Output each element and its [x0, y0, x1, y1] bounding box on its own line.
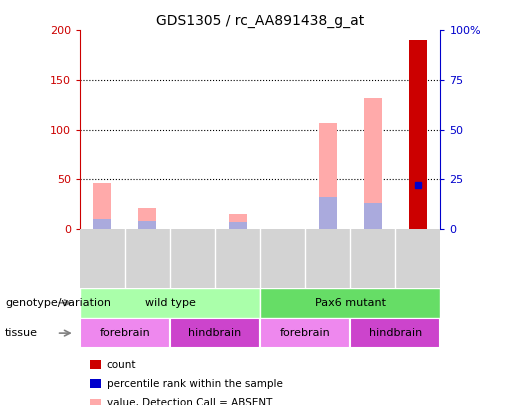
Bar [229, 214, 247, 229]
Bar [93, 219, 111, 229]
Bar [80, 318, 170, 348]
Text: wild type: wild type [145, 298, 195, 308]
Bar [364, 203, 382, 229]
Text: count: count [107, 360, 136, 369]
Bar [409, 185, 427, 229]
Text: hindbrain: hindbrain [369, 328, 422, 338]
Bar [139, 221, 157, 229]
Bar [260, 318, 350, 348]
Bar [350, 318, 440, 348]
Bar [229, 222, 247, 229]
Text: percentile rank within the sample: percentile rank within the sample [107, 379, 283, 389]
Text: tissue: tissue [5, 328, 38, 338]
Bar [260, 288, 440, 318]
Text: forebrain: forebrain [99, 328, 150, 338]
Text: hindbrain: hindbrain [188, 328, 242, 338]
Text: value, Detection Call = ABSENT: value, Detection Call = ABSENT [107, 399, 272, 405]
Bar [319, 123, 337, 229]
Bar [364, 98, 382, 229]
Bar [139, 208, 157, 229]
Text: forebrain: forebrain [280, 328, 331, 338]
Bar [319, 197, 337, 229]
Bar [93, 183, 111, 229]
Text: genotype/variation: genotype/variation [5, 298, 111, 308]
Text: Pax6 mutant: Pax6 mutant [315, 298, 386, 308]
Bar [409, 40, 427, 229]
Bar [170, 318, 260, 348]
Bar [80, 288, 260, 318]
Title: GDS1305 / rc_AA891438_g_at: GDS1305 / rc_AA891438_g_at [156, 14, 364, 28]
